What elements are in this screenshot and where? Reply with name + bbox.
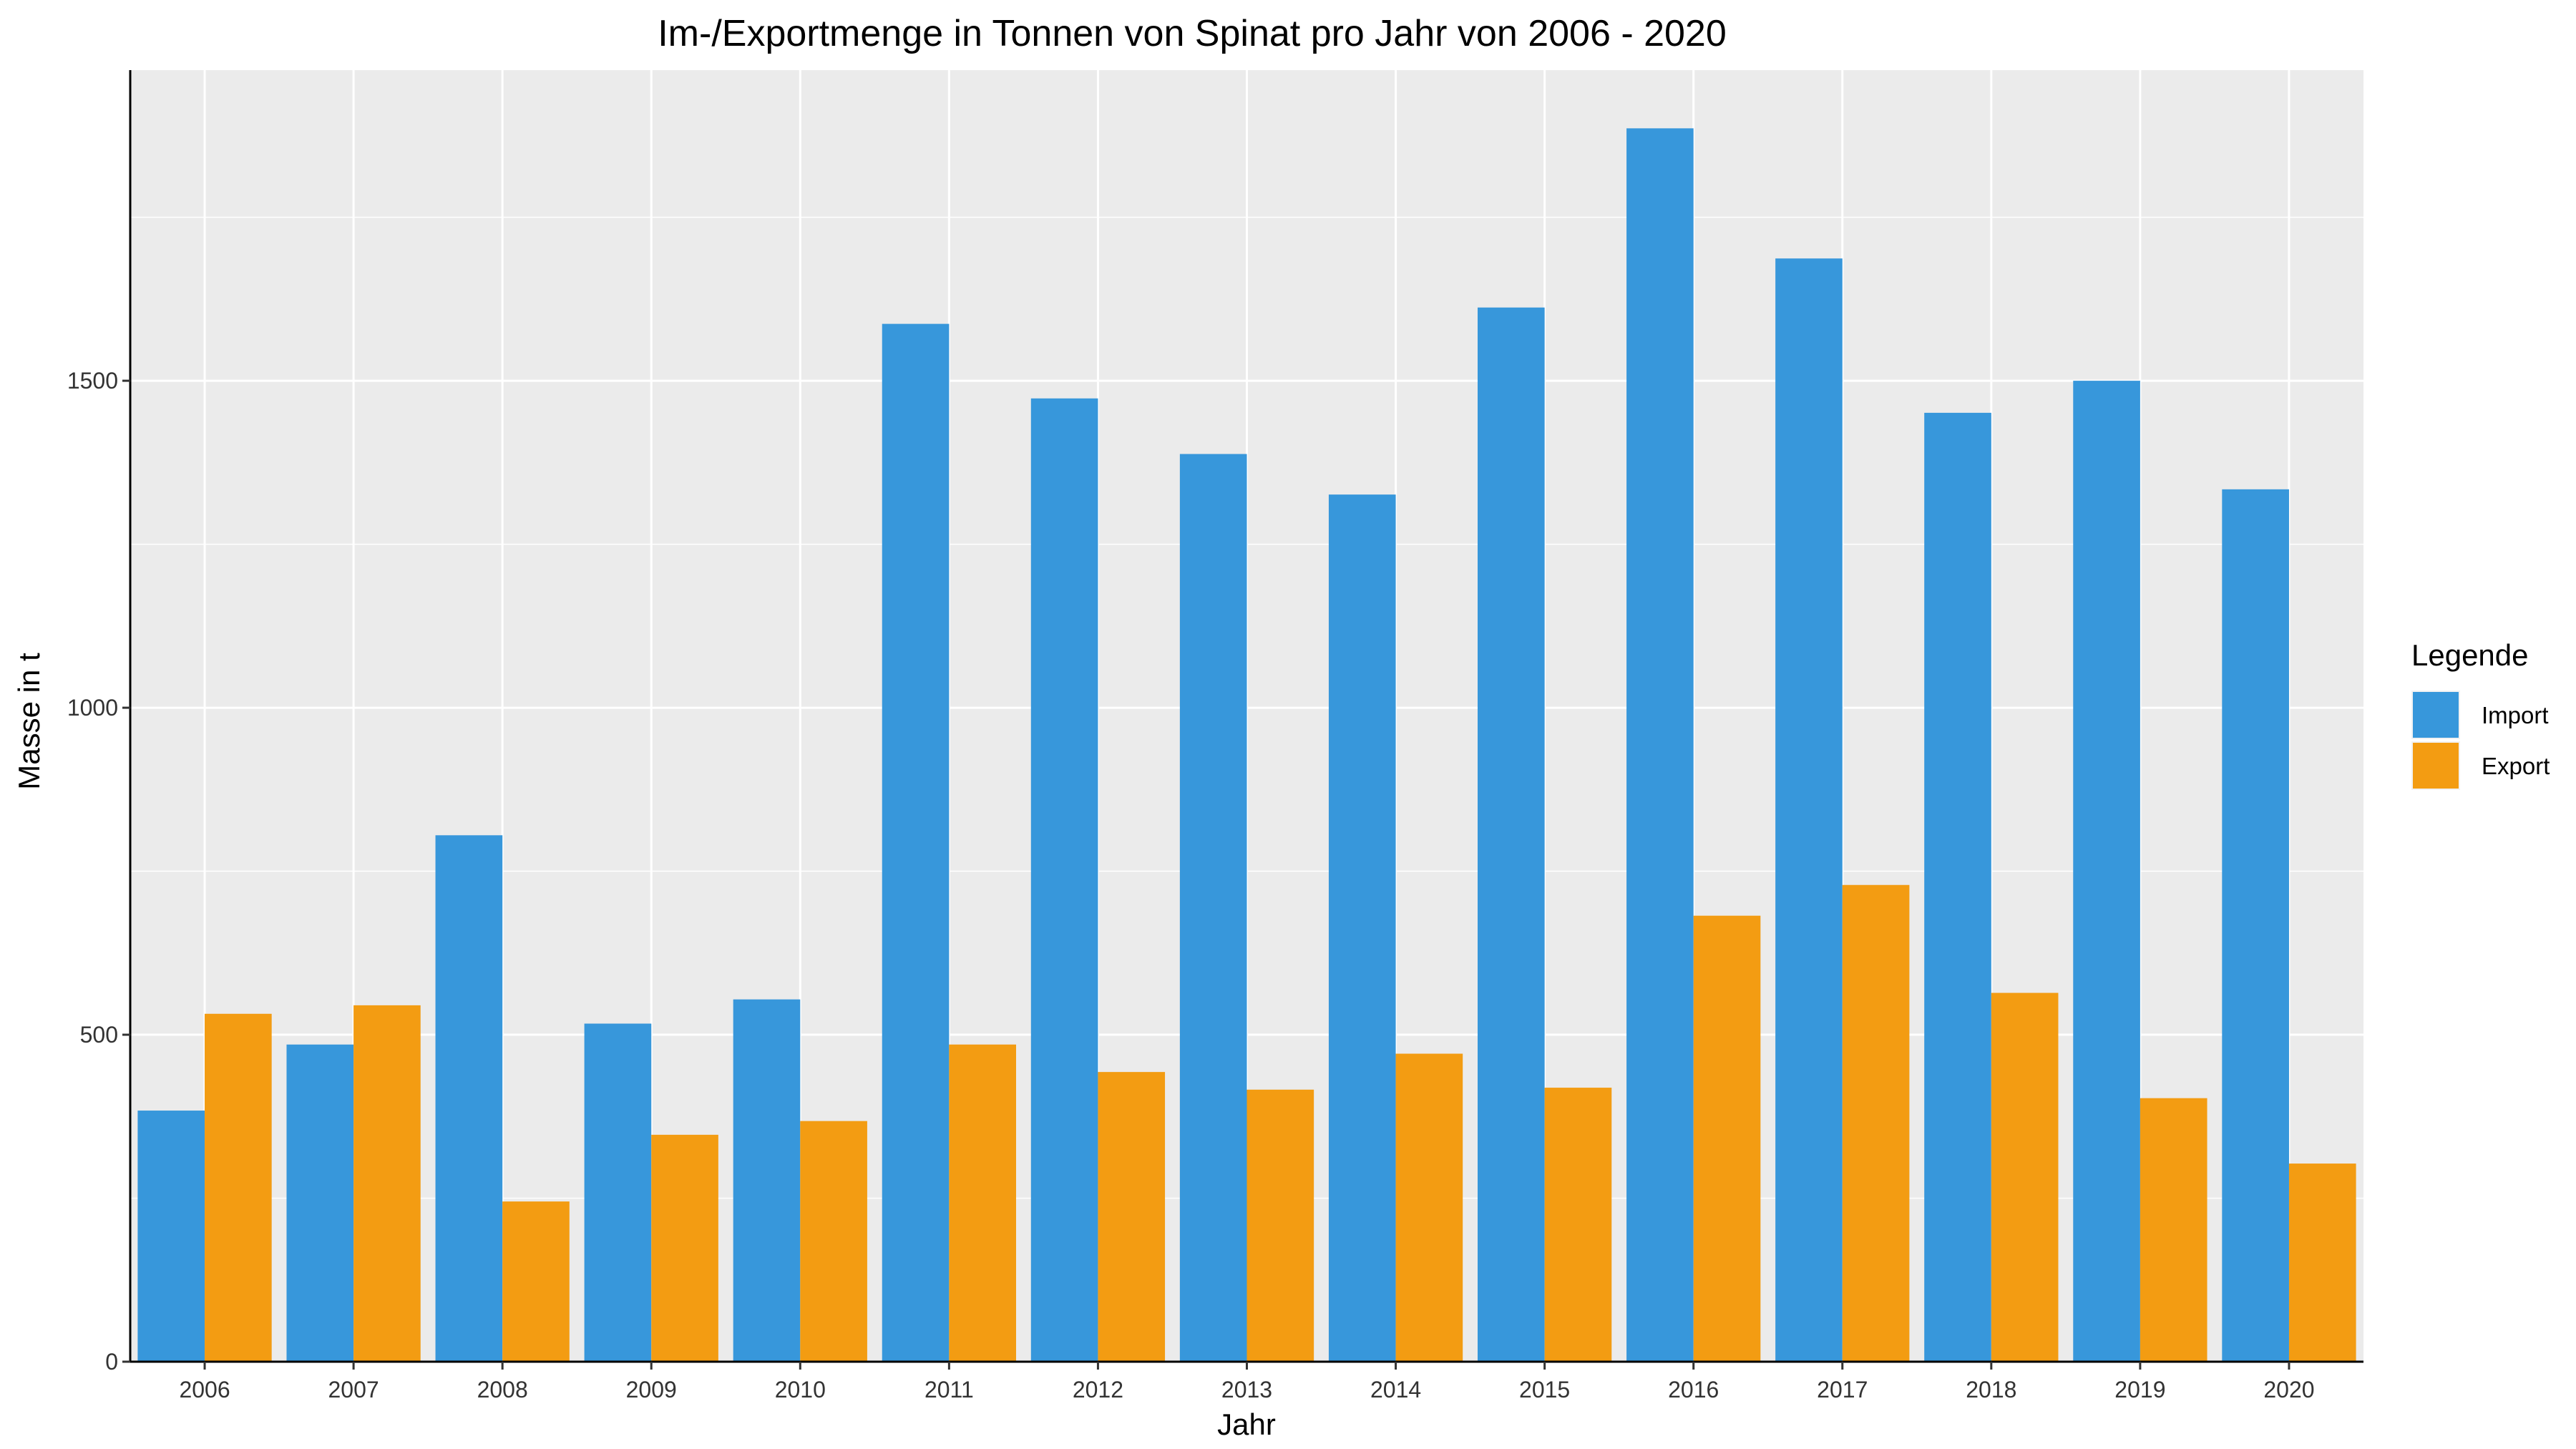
bar-import-2019 — [2073, 381, 2140, 1362]
bar-export-2016 — [1693, 915, 1761, 1362]
bar-export-2012 — [1098, 1072, 1166, 1362]
y-tick-label: 0 — [105, 1349, 118, 1375]
y-tick-label: 1500 — [67, 368, 118, 394]
bar-import-2011 — [882, 323, 950, 1362]
legend: Legende Import Export — [2411, 638, 2550, 790]
legend-swatch-import — [2413, 692, 2459, 738]
bars-group — [137, 128, 2356, 1362]
bar-import-2010 — [733, 999, 801, 1362]
bar-export-2008 — [502, 1201, 570, 1362]
bar-export-2013 — [1246, 1089, 1314, 1362]
x-tick-label: 2019 — [2114, 1377, 2165, 1402]
bar-export-2018 — [1991, 992, 2059, 1362]
x-axis-title: Jahr — [1217, 1407, 1276, 1441]
x-tick-label: 2010 — [775, 1377, 826, 1402]
bar-import-2016 — [1626, 128, 1694, 1362]
axes-group: 0 500 1000 1500 2006 2007 2008 2009 2010 2011 2012… — [67, 70, 2363, 1402]
bar-export-2020 — [2288, 1163, 2356, 1362]
bar-import-2012 — [1030, 398, 1098, 1362]
bar-import-2015 — [1478, 307, 1545, 1362]
bar-export-2010 — [800, 1121, 867, 1362]
bar-import-2006 — [137, 1111, 205, 1362]
bar-export-2015 — [1544, 1088, 1612, 1362]
bar-export-2017 — [1842, 884, 1910, 1362]
chart-title: Im-/Exportmenge in Tonnen von Spinat pro… — [658, 13, 1727, 54]
legend-label-import: Import — [2482, 702, 2549, 728]
x-tick-label: 2016 — [1668, 1377, 1719, 1402]
bar-import-2017 — [1775, 258, 1843, 1362]
x-tick-label: 2012 — [1073, 1377, 1123, 1402]
legend-swatch-export — [2413, 743, 2459, 789]
x-tick-label: 2020 — [2263, 1377, 2314, 1402]
x-tick-label: 2013 — [1221, 1377, 1272, 1402]
x-tick-label: 2015 — [1519, 1377, 1570, 1402]
bar-import-2008 — [435, 835, 503, 1362]
x-tick-label: 2006 — [179, 1377, 230, 1402]
y-tick-label: 1000 — [67, 695, 118, 721]
x-tick-label: 2011 — [924, 1377, 974, 1402]
x-tick-label: 2009 — [626, 1377, 677, 1402]
bar-import-2009 — [584, 1023, 652, 1362]
x-tick-label: 2018 — [1966, 1377, 2016, 1402]
bar-export-2019 — [2140, 1098, 2207, 1362]
x-tick-label: 2008 — [477, 1377, 528, 1402]
bar-export-2007 — [353, 1005, 421, 1362]
legend-title: Legende — [2411, 638, 2529, 672]
legend-label-export: Export — [2482, 753, 2550, 779]
bar-export-2014 — [1395, 1053, 1463, 1362]
bar-import-2013 — [1179, 454, 1247, 1362]
bar-export-2011 — [949, 1044, 1016, 1362]
bar-import-2007 — [286, 1044, 354, 1362]
y-tick-label: 500 — [80, 1022, 118, 1048]
bar-export-2009 — [651, 1134, 718, 1362]
x-tick-label: 2014 — [1370, 1377, 1421, 1402]
x-tick-label: 2007 — [328, 1377, 379, 1402]
bar-import-2020 — [2222, 489, 2289, 1362]
bar-export-2006 — [205, 1013, 272, 1362]
x-tick-label: 2017 — [1817, 1377, 1868, 1402]
y-axis-title: Masse in t — [12, 653, 46, 790]
bar-import-2014 — [1328, 494, 1396, 1362]
bar-import-2018 — [1924, 412, 1991, 1362]
